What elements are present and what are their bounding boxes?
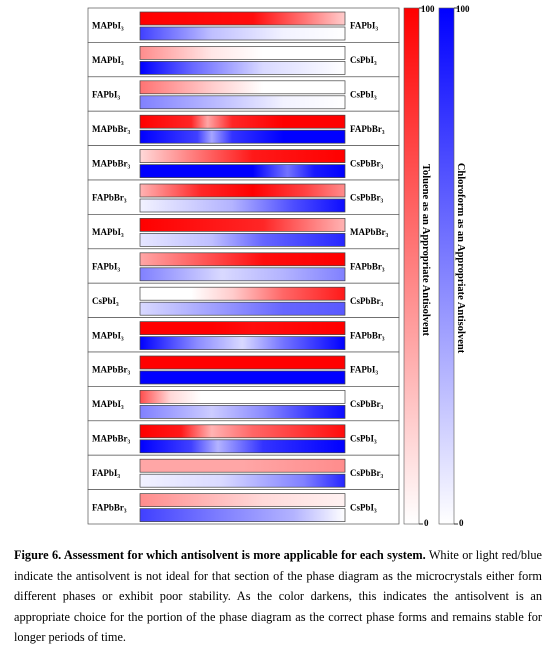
row-right-label: FAPbI₃	[350, 365, 378, 375]
chloroform-bar	[139, 61, 346, 75]
chloroform-bar	[139, 336, 346, 350]
row-panel: MAPbBr₃ CsPbI₃	[87, 420, 400, 456]
row-right-label: FAPbBr₃	[350, 124, 385, 134]
row-panel: CsPbI₃ CsPbBr₃	[87, 282, 400, 318]
row-panel: FAPbBr₃ CsPbBr₃	[87, 179, 400, 215]
row-left-label: MAPbBr₃	[92, 124, 130, 134]
toluene-bar	[139, 493, 346, 507]
caption-label: Figure 6	[14, 548, 59, 562]
row-right-label: CsPbBr₃	[350, 399, 384, 409]
row-right-label: CsPbBr₃	[350, 468, 384, 478]
toluene-bar	[139, 218, 346, 232]
row-panel: MAPbI₃ MAPbBr₃	[87, 214, 400, 250]
row-right-label: CsPbI₃	[350, 55, 377, 65]
chloroform-min-label: 0	[459, 518, 464, 528]
row-left-label: MAPbI₃	[92, 55, 124, 65]
toluene-bar	[139, 424, 346, 439]
chloroform-bar	[139, 233, 346, 247]
chloroform-bar	[139, 473, 346, 488]
row-left-label: MAPbBr₃	[92, 434, 130, 444]
row-right-label: CsPbI₃	[350, 434, 377, 444]
row-right-label: MAPbBr₃	[350, 227, 388, 237]
chloroform-bar	[139, 267, 346, 282]
row-left-label: MAPbI₃	[92, 227, 124, 237]
toluene-colorbar-fill	[403, 7, 420, 525]
row-panel: FAPbBr₃ CsPbI₃	[87, 489, 400, 525]
row-panel: FAPbI₃ CsPbBr₃	[87, 454, 400, 490]
chloroform-bar	[139, 164, 346, 178]
row-left-label: FAPbBr₃	[92, 193, 127, 203]
row-panel: FAPbI₃ FAPbBr₃	[87, 248, 400, 284]
row-left-label: MAPbI₃	[92, 21, 124, 31]
figure-caption: Figure 6. Assessment for which antisolve…	[14, 548, 542, 644]
row-panel: FAPbI₃ CsPbI₃	[87, 76, 400, 112]
row-right-label: CsPbI₃	[350, 90, 377, 100]
row-right-label: FAPbBr₃	[350, 262, 385, 272]
caption-title: Assessment for which antisolvent is more…	[63, 548, 426, 562]
row-left-label: MAPbI₃	[92, 330, 124, 340]
chloroform-bar	[139, 198, 346, 213]
row-left-label: FAPbI₃	[92, 262, 120, 272]
row-right-label: CsPbI₃	[350, 502, 377, 512]
toluene-min-label: 0	[424, 518, 429, 528]
chloroform-bar	[139, 508, 346, 522]
row-panel: MAPbI₃ FAPbI₃	[87, 7, 400, 43]
row-right-label: FAPbI₃	[350, 21, 378, 31]
row-panel: MAPbI₃ FAPbBr₃	[87, 317, 400, 353]
toluene-bar	[139, 46, 346, 60]
chloroform-colorbar: 100 0 Chloroform as an Appropriate Antis…	[438, 4, 470, 528]
toluene-bar	[139, 458, 346, 473]
toluene-colorbar-title: Toluene as an Appropriate Antisolvent	[420, 164, 431, 337]
row-right-label: CsPbBr₃	[350, 158, 384, 168]
caption-body: White or light red/blue indicate the ant…	[14, 548, 542, 644]
row-panel: MAPbBr₃ FAPbBr₃	[87, 110, 400, 146]
row-right-label: FAPbBr₃	[350, 330, 385, 340]
toluene-bar	[139, 390, 346, 404]
chloroform-bar	[139, 370, 346, 385]
row-left-label: MAPbBr₃	[92, 158, 130, 168]
row-left-label: MAPbBr₃	[92, 365, 130, 375]
row-left-label: CsPbI₃	[92, 296, 119, 306]
row-right-label: CsPbBr₃	[350, 193, 384, 203]
toluene-max-label: 100	[421, 4, 435, 14]
toluene-bar	[139, 114, 346, 129]
toluene-bar	[139, 252, 346, 267]
chloroform-colorbar-fill	[438, 7, 455, 525]
toluene-bar	[139, 80, 346, 95]
row-panel: MAPbBr₃ CsPbBr₃	[87, 145, 400, 181]
toluene-bar	[139, 355, 346, 370]
row-panel: MAPbI₃ CsPbBr₃	[87, 386, 400, 422]
toluene-bar	[139, 183, 346, 198]
chloroform-bar	[139, 405, 346, 419]
toluene-bar	[139, 286, 346, 301]
chloroform-bar	[139, 439, 346, 454]
toluene-bar	[139, 11, 346, 26]
chloroform-max-label: 100	[456, 4, 470, 14]
toluene-bar	[139, 149, 346, 163]
chloroform-bar	[139, 301, 346, 316]
chloroform-colorbar-title: Chloroform as an Appropriate Antisolvent	[455, 163, 466, 354]
row-panel: MAPbI₃ CsPbI₃	[87, 42, 400, 78]
row-left-label: FAPbI₃	[92, 90, 120, 100]
row-left-label: FAPbI₃	[92, 468, 120, 478]
row-left-label: FAPbBr₃	[92, 502, 127, 512]
chloroform-bar	[139, 95, 346, 110]
chloroform-bar	[139, 129, 346, 144]
toluene-bar	[139, 321, 346, 335]
row-left-label: MAPbI₃	[92, 399, 124, 409]
row-right-label: CsPbBr₃	[350, 296, 384, 306]
toluene-colorbar: 100 0 Toluene as an Appropriate Antisolv…	[403, 4, 435, 528]
row-panel: MAPbBr₃ FAPbI₃	[87, 351, 400, 387]
chloroform-bar	[139, 26, 346, 41]
